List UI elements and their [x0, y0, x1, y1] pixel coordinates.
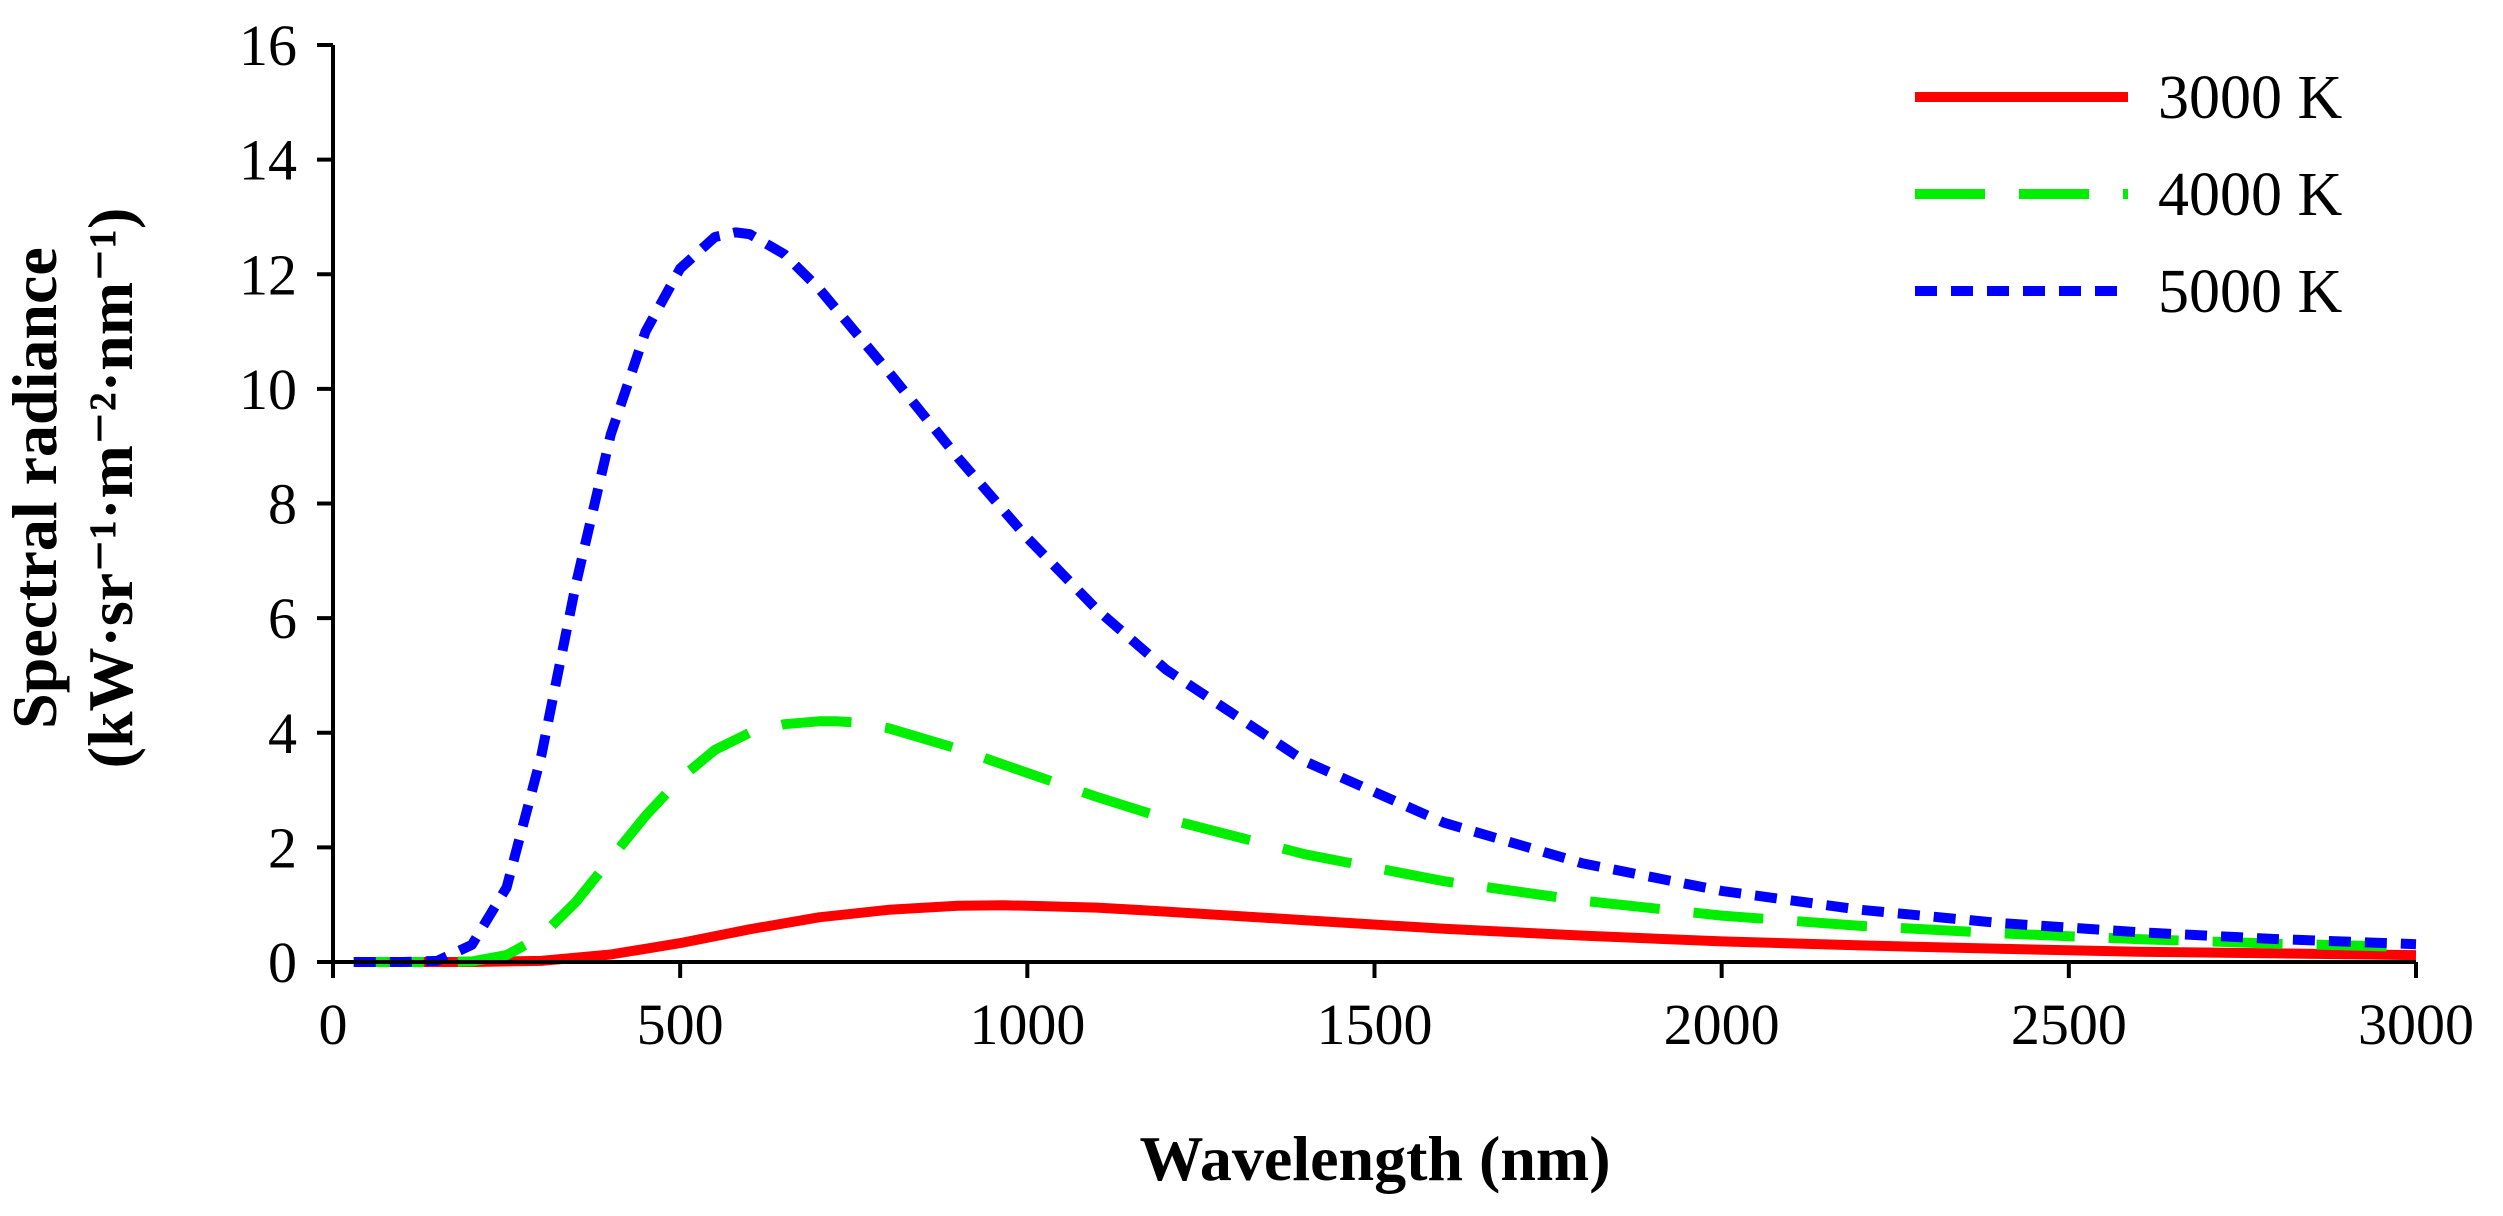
y-tick-label: 2	[268, 815, 297, 880]
y-ticks: 0 2 4 6 8 10 12 14 16	[239, 13, 333, 995]
x-tick-label: 0	[319, 992, 348, 1057]
y-tick-label: 10	[239, 357, 297, 422]
legend: 3000 K 4000 K 5000 K	[1915, 64, 2343, 326]
y-tick-label: 0	[268, 930, 297, 995]
y-tick-label: 8	[268, 472, 297, 537]
y-tick-label: 14	[239, 128, 297, 193]
x-tick-label: 1000	[969, 992, 1085, 1057]
y-tick-label: 6	[268, 586, 297, 651]
y-tick-label: 4	[268, 701, 297, 766]
x-tick-label: 2500	[2011, 992, 2127, 1057]
y-axis-title-line1: Spectral radiance	[0, 247, 70, 729]
y-axis-title: Spectral radiance (kW·sr⁻¹·m⁻²·nm⁻¹)	[0, 208, 146, 769]
series-line-5000-k	[353, 227, 2417, 967]
x-tick-label: 500	[637, 992, 724, 1057]
x-tick-label: 1500	[1317, 992, 1433, 1057]
legend-label: 3000 K	[2158, 64, 2343, 132]
series-line-4000-k	[353, 716, 2417, 967]
x-tick-label: 2000	[1664, 992, 1780, 1057]
y-tick-label: 16	[239, 13, 297, 78]
x-axis-title: Wavelength (nm)	[1139, 1123, 1610, 1194]
x-tick-label: 3000	[2358, 992, 2474, 1057]
series-line-3000-k	[353, 900, 2417, 967]
y-tick-label: 12	[239, 242, 297, 307]
legend-label: 5000 K	[2158, 258, 2343, 326]
legend-label: 4000 K	[2158, 161, 2343, 229]
y-axis-title-line2: (kW·sr⁻¹·m⁻²·nm⁻¹)	[75, 208, 146, 769]
series-layer	[353, 227, 2417, 967]
x-ticks: 0 500 1000 1500 2000 2500 3000	[319, 962, 2474, 1057]
